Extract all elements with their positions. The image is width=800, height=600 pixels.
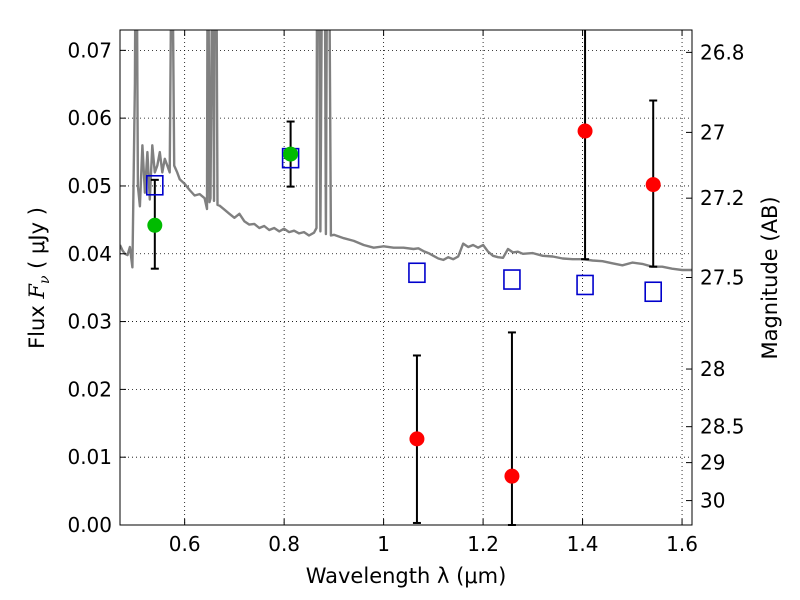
x-tick-label: 1 bbox=[377, 532, 390, 556]
mag-tick-label: 27 bbox=[700, 120, 725, 144]
y-tick-label: 0.06 bbox=[67, 106, 112, 130]
mag-tick-label: 29 bbox=[700, 451, 725, 475]
x-tick-label: 0.6 bbox=[169, 532, 201, 556]
x-tick-label: 0.8 bbox=[268, 532, 300, 556]
y-tick-label: 0.01 bbox=[67, 445, 112, 469]
y-tick-label: 0.05 bbox=[67, 174, 112, 198]
y2-axis-label: Magnitude (AB) bbox=[758, 196, 782, 359]
model-photometry-square bbox=[644, 281, 663, 303]
mag-tick-label: 28 bbox=[700, 357, 725, 381]
y-axis-label: Flux Fν ( μJy ) bbox=[25, 207, 53, 349]
grid-lines bbox=[120, 30, 692, 526]
plot-frame bbox=[119, 29, 693, 526]
model-sed-line bbox=[120, 30, 692, 272]
x-tick-label: 1.2 bbox=[467, 532, 499, 556]
mag-tick-label: 30 bbox=[700, 489, 725, 513]
model-photometry-square bbox=[408, 262, 426, 284]
observed-point bbox=[283, 146, 299, 162]
y-tick-label: 0.03 bbox=[67, 310, 112, 334]
model-photometry-square bbox=[576, 274, 594, 296]
y-tick-label: 0.07 bbox=[67, 38, 112, 62]
x-tick-label: 1.6 bbox=[666, 532, 698, 556]
data-markers bbox=[146, 123, 663, 484]
model-photometry-square bbox=[503, 269, 521, 290]
observed-point bbox=[504, 468, 520, 484]
observed-point bbox=[409, 431, 425, 447]
y-tick-label: 0.00 bbox=[67, 513, 112, 537]
mag-tick-label: 28.5 bbox=[700, 415, 745, 439]
observed-point bbox=[645, 177, 661, 193]
mag-tick-label: 27.5 bbox=[700, 266, 745, 290]
error-bars bbox=[150, 30, 658, 526]
x-axis-label: Wavelength λ (μm) bbox=[306, 564, 507, 588]
plot-area bbox=[120, 30, 692, 272]
y-tick-label: 0.04 bbox=[67, 242, 112, 266]
mag-tick-label: 26.8 bbox=[700, 40, 745, 64]
mag-tick-label: 27.2 bbox=[700, 186, 745, 210]
axis-ticks: 0.6 0.8 1 1.2 1.4 1.6 0.00 0.01 0.02 0.03 0.04 0.05… bbox=[67, 30, 745, 556]
observed-point bbox=[577, 123, 593, 139]
y-tick-label: 0.02 bbox=[67, 377, 112, 401]
x-tick-label: 1.4 bbox=[567, 532, 599, 556]
observed-point bbox=[147, 217, 163, 233]
model-photometry-square bbox=[146, 174, 164, 196]
